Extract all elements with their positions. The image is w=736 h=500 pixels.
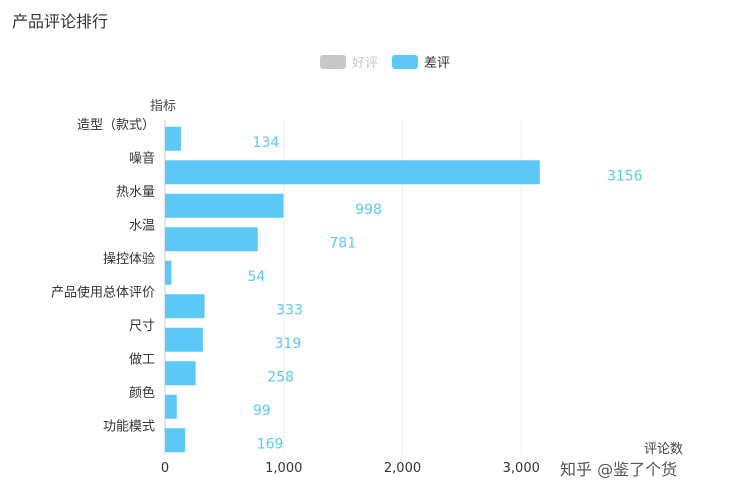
bar-4 [165, 260, 172, 285]
category-label-4: 操控体验 [103, 251, 155, 267]
legend-swatch-good [320, 54, 346, 69]
bar-6 [165, 327, 203, 352]
category-label-8: 颜色 [129, 385, 155, 401]
legend-label-good: 好评 [352, 56, 379, 71]
legend-swatch-bad [392, 54, 419, 69]
chart-legend: 好评 差评 [320, 52, 450, 71]
watermark: 知乎 @鉴了个货 [560, 460, 678, 479]
category-label-7: 做工 [129, 352, 155, 367]
data-label-5: 333 [276, 302, 303, 318]
data-label-7: 258 [267, 369, 294, 385]
legend-item-good[interactable]: 好评 [320, 52, 378, 71]
bar-1 [165, 160, 540, 185]
x-axis-label: 评论数 [644, 442, 684, 457]
category-label-0: 造型（款式） [77, 118, 155, 133]
x-tick-label-3: 3,000 [503, 461, 540, 476]
chart-title: 产品评论排行 [12, 12, 109, 31]
category-label-6: 尺寸 [129, 319, 155, 334]
x-tick-label-0: 0 [161, 461, 169, 476]
category-label-1: 噪音 [129, 150, 155, 166]
bar-9 [165, 428, 186, 453]
bar-7 [165, 361, 196, 386]
data-label-6: 319 [275, 336, 302, 352]
data-label-9: 169 [257, 436, 284, 452]
legend-label-bad: 差评 [424, 56, 451, 71]
data-label-3: 781 [329, 235, 356, 251]
bar-5 [165, 294, 205, 319]
bar-2 [165, 193, 284, 218]
data-label-4: 54 [247, 269, 265, 285]
data-label-2: 998 [355, 202, 382, 218]
category-label-2: 热水量 [116, 185, 155, 200]
category-label-5: 产品使用总体评价 [51, 284, 155, 300]
bar-3 [165, 227, 258, 252]
x-tick-label-2: 2,000 [384, 461, 421, 476]
data-label-8: 99 [253, 403, 271, 419]
data-label-1: 3156 [607, 168, 643, 184]
category-label-3: 水温 [129, 218, 155, 233]
data-label-0: 134 [253, 135, 280, 151]
category-label-9: 功能模式 [103, 419, 155, 434]
y-axis-label: 指标 [150, 99, 177, 114]
bar-8 [165, 394, 177, 419]
legend-item-bad[interactable]: 差评 [392, 52, 450, 71]
x-tick-label-1: 1,000 [265, 461, 302, 476]
bar-0 [165, 126, 181, 151]
